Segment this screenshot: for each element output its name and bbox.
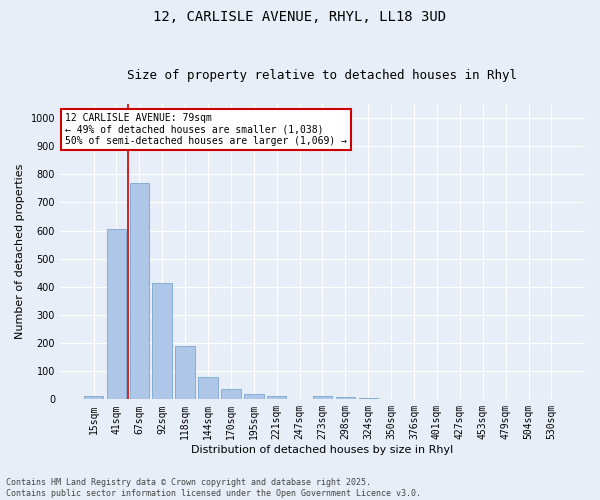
- Bar: [107, 229, 126, 400]
- Text: 12 CARLISLE AVENUE: 79sqm
← 49% of detached houses are smaller (1,038)
50% of se: 12 CARLISLE AVENUE: 79sqm ← 49% of detac…: [65, 113, 347, 146]
- Bar: [244, 394, 263, 400]
- Bar: [84, 396, 103, 400]
- Bar: [198, 377, 218, 400]
- Bar: [267, 396, 286, 400]
- Bar: [221, 389, 241, 400]
- Title: Size of property relative to detached houses in Rhyl: Size of property relative to detached ho…: [127, 69, 517, 82]
- Bar: [359, 398, 378, 400]
- X-axis label: Distribution of detached houses by size in Rhyl: Distribution of detached houses by size …: [191, 445, 454, 455]
- Text: Contains HM Land Registry data © Crown copyright and database right 2025.
Contai: Contains HM Land Registry data © Crown c…: [6, 478, 421, 498]
- Bar: [313, 396, 332, 400]
- Bar: [130, 183, 149, 400]
- Bar: [175, 346, 195, 400]
- Text: 12, CARLISLE AVENUE, RHYL, LL18 3UD: 12, CARLISLE AVENUE, RHYL, LL18 3UD: [154, 10, 446, 24]
- Bar: [152, 283, 172, 400]
- Y-axis label: Number of detached properties: Number of detached properties: [15, 164, 25, 340]
- Bar: [335, 396, 355, 400]
